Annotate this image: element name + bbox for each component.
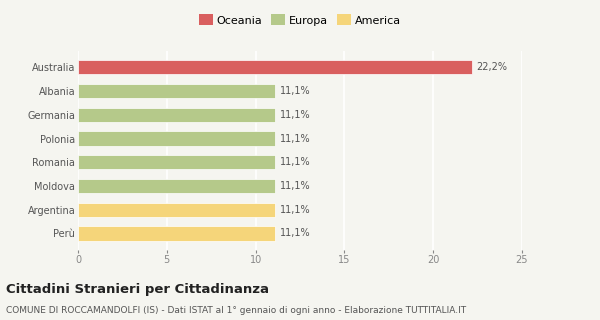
Text: 11,1%: 11,1%	[280, 110, 310, 120]
Text: 22,2%: 22,2%	[477, 62, 508, 72]
Bar	[78, 179, 275, 193]
Bar	[78, 226, 275, 241]
Bar	[78, 203, 275, 217]
Bar	[78, 132, 275, 146]
Text: 11,1%: 11,1%	[280, 133, 310, 144]
Bar	[78, 60, 472, 75]
Text: COMUNE DI ROCCAMANDOLFI (IS) - Dati ISTAT al 1° gennaio di ogni anno - Elaborazi: COMUNE DI ROCCAMANDOLFI (IS) - Dati ISTA…	[6, 306, 466, 315]
Text: 11,1%: 11,1%	[280, 86, 310, 96]
Bar	[78, 84, 275, 98]
Text: 11,1%: 11,1%	[280, 157, 310, 167]
Text: Cittadini Stranieri per Cittadinanza: Cittadini Stranieri per Cittadinanza	[6, 283, 269, 296]
Text: 11,1%: 11,1%	[280, 181, 310, 191]
Text: 11,1%: 11,1%	[280, 205, 310, 215]
Text: 11,1%: 11,1%	[280, 228, 310, 238]
Bar	[78, 155, 275, 169]
Legend: Oceania, Europa, America: Oceania, Europa, America	[197, 13, 403, 28]
Bar	[78, 108, 275, 122]
